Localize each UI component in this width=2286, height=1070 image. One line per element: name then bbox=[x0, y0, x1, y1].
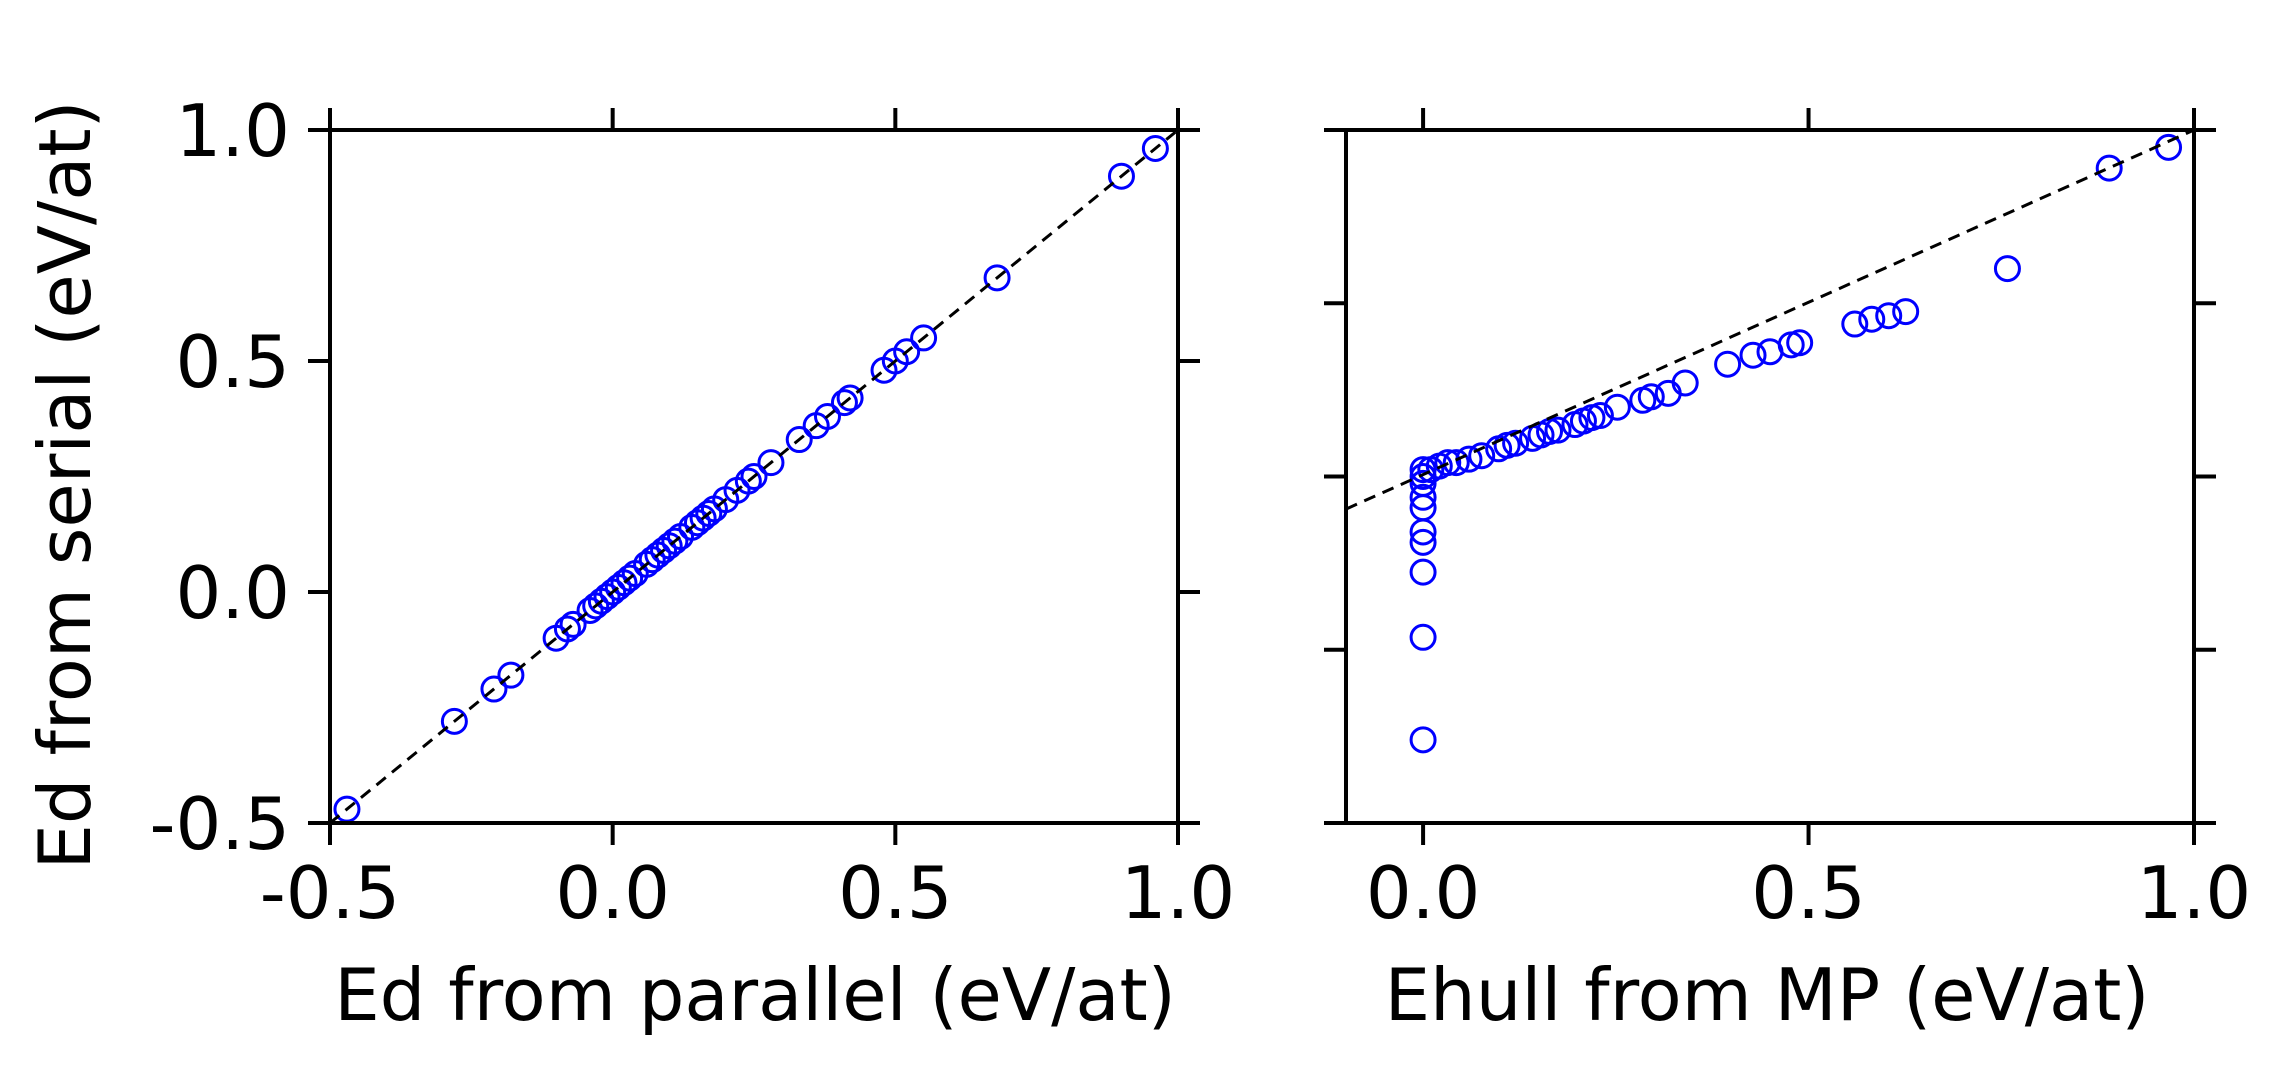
left-data-point bbox=[893, 338, 921, 366]
left-data-point bbox=[757, 449, 785, 477]
right-data-point bbox=[1409, 623, 1437, 651]
panel-left: -0.5 0.0 0.5 1.0 -0.5 0.0 0.5 1.0 Ed from paral… bbox=[23, 89, 1235, 1037]
left-ticks-layer bbox=[308, 108, 1200, 845]
left-data-point bbox=[740, 463, 768, 490]
right-data-point bbox=[1993, 255, 2021, 283]
right-data-point bbox=[1409, 528, 1437, 556]
left-data-point bbox=[910, 324, 938, 352]
left-data-point bbox=[813, 402, 841, 430]
left-data-point bbox=[497, 661, 525, 689]
left-data-point bbox=[983, 264, 1011, 292]
left-data-point bbox=[836, 384, 864, 412]
left-tick-labels-layer: -0.5 0.0 0.5 1.0 -0.5 0.0 0.5 1.0 bbox=[150, 89, 1236, 935]
left-y-tick-label: 1.0 bbox=[175, 89, 290, 173]
left-data-point bbox=[559, 610, 587, 638]
left-x-tick-label: 0.0 bbox=[555, 851, 670, 935]
left-axes-frame bbox=[328, 128, 1180, 825]
left-data-point bbox=[785, 426, 813, 454]
left-data-point bbox=[1141, 134, 1169, 162]
left-data-point bbox=[661, 527, 689, 555]
left-reference-line bbox=[329, 128, 1179, 825]
left-data-point bbox=[480, 675, 508, 703]
left-data-point bbox=[440, 707, 468, 735]
left-data-point bbox=[830, 389, 858, 417]
right-data-point bbox=[1544, 416, 1572, 444]
left-x-tick-label: -0.5 bbox=[260, 851, 400, 935]
right-x-tick-label: 0.5 bbox=[1751, 851, 1866, 935]
right-points-layer bbox=[1409, 133, 2183, 754]
left-x-tick-label: 1.0 bbox=[1121, 851, 1236, 935]
right-data-point bbox=[1502, 429, 1530, 457]
right-axes-frame bbox=[1344, 128, 2196, 825]
left-x-axis-label: Ed from parallel (eV/at) bbox=[334, 953, 1176, 1037]
left-x-tick-label: 0.5 bbox=[838, 851, 953, 935]
right-data-point bbox=[1671, 369, 1699, 397]
right-data-point bbox=[1586, 402, 1614, 430]
right-data-point bbox=[1714, 350, 1742, 378]
right-data-point bbox=[1786, 329, 1814, 357]
right-data-point bbox=[1409, 456, 1437, 484]
right-ticks-layer bbox=[1324, 108, 2216, 845]
right-data-point bbox=[1409, 483, 1437, 511]
left-y-axis-label: Ed from serial (eV/at) bbox=[23, 100, 107, 869]
right-tick-labels-layer: 0.0 0.5 1.0 bbox=[1366, 851, 2251, 935]
left-data-point bbox=[1107, 162, 1135, 190]
right-data-point bbox=[1875, 302, 1903, 330]
left-points-layer bbox=[333, 134, 1169, 823]
left-y-tick-label: -0.5 bbox=[150, 782, 290, 866]
left-y-tick-label: 0.0 bbox=[175, 551, 290, 635]
right-data-point bbox=[1409, 726, 1437, 754]
left-data-point bbox=[553, 615, 581, 643]
right-data-point bbox=[1434, 449, 1462, 477]
left-data-point bbox=[734, 467, 762, 495]
right-data-point bbox=[1409, 469, 1437, 497]
right-x-axis-label: Ehull from MP (eV/at) bbox=[1385, 953, 2150, 1037]
left-data-point bbox=[616, 564, 644, 592]
left-y-tick-label: 0.5 bbox=[175, 320, 290, 404]
right-x-tick-label: 0.0 bbox=[1366, 851, 1481, 935]
right-x-tick-label: 1.0 bbox=[2137, 851, 2252, 935]
right-data-point bbox=[1858, 305, 1886, 333]
right-data-point bbox=[2095, 154, 2123, 182]
right-reference-line bbox=[1345, 128, 2195, 511]
right-data-point bbox=[1409, 558, 1437, 586]
right-data-point bbox=[1892, 298, 1920, 326]
right-data-point bbox=[1442, 449, 1470, 477]
right-data-point bbox=[1637, 383, 1665, 411]
left-data-point bbox=[695, 499, 723, 527]
panel-right: 0.0 0.5 1.0 Ehull from MP (eV/at) bbox=[1324, 108, 2251, 1037]
right-data-point bbox=[1468, 442, 1496, 470]
right-data-point bbox=[1841, 310, 1869, 338]
right-data-point bbox=[1739, 341, 1767, 369]
right-data-point bbox=[1603, 393, 1631, 421]
